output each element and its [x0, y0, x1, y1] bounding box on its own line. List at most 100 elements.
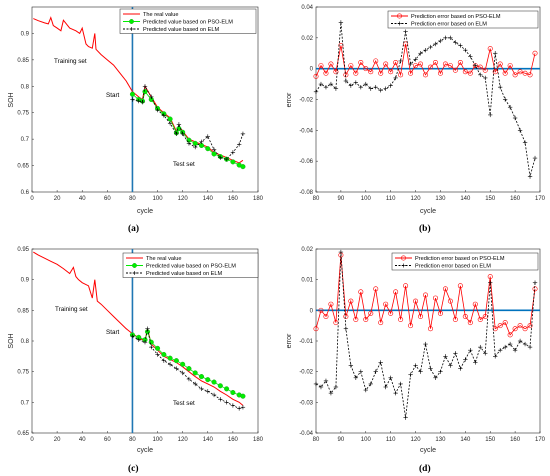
panel-b-series-1-point	[353, 70, 359, 76]
panel-c-series-3-point	[193, 381, 198, 387]
panel-c-series-3-point	[180, 370, 185, 376]
panel-d-series-2-point	[333, 384, 339, 390]
panel-a-xtick-label: 80	[129, 196, 136, 202]
panel-c-series-2-point	[224, 386, 230, 392]
panel-c-series-2-point	[217, 383, 223, 389]
panel-d-series-2-point	[502, 344, 508, 350]
panel-b-series-2-point	[333, 86, 339, 91]
panel-a-series-2-point	[205, 146, 211, 152]
panel-b-series-1-point	[482, 67, 488, 73]
panel-d-xtick-label: 170	[535, 437, 546, 443]
panel-d-series-2-point	[478, 344, 483, 350]
panel-d-series-1-point	[363, 317, 369, 323]
panel-d-series-1-point	[522, 326, 528, 332]
panel-b-series-1-point	[497, 61, 503, 67]
panel-b-series-1-point	[457, 59, 463, 65]
panel-c-legend-box	[122, 252, 259, 278]
panel-a-xtick-label: 160	[228, 196, 239, 202]
panel-b-series-2-point	[488, 112, 493, 118]
panel-c-series-2-point	[180, 361, 186, 367]
panel-d-series-2-point	[438, 369, 443, 374]
panel-b-series-1-point	[427, 64, 433, 70]
panel-a-ylabel: SOH	[8, 92, 15, 107]
panel-c-series-3-point	[149, 344, 154, 350]
panel-d-series-1-point	[388, 310, 394, 316]
panel-d-series-2-point	[497, 348, 503, 353]
panel-c-ylabel: SOH	[8, 333, 15, 348]
panel-b-series-1-point	[368, 69, 374, 75]
panel-a-legend-box	[119, 8, 257, 34]
panel-d-series-2-point	[527, 344, 533, 350]
panel-a-series-3-point	[167, 121, 173, 126]
panel-b-series-2-point	[532, 155, 538, 161]
panel-d-series-1-point	[353, 317, 359, 323]
panel-a-legend-label: Predicted value based on ELM	[143, 27, 220, 33]
panel-b-legend-label: Prediction error based on ELM	[411, 22, 487, 28]
panel-d-series-1-point	[437, 310, 443, 316]
panel-a-xlabel: cycle	[137, 208, 153, 215]
panel-d-series-1-point	[512, 326, 518, 332]
panel-b-series-2-point	[363, 81, 368, 87]
panel-a-series-3-point	[230, 150, 236, 155]
panel-b-ytick-label: -0.06	[299, 159, 313, 165]
panel-d-series-2-point	[378, 360, 383, 365]
panel-c-xlabel: cycle	[137, 447, 153, 454]
panel-b-xlabel: cycle	[420, 208, 436, 215]
panel-b-series-1-point	[363, 66, 369, 72]
panel-d-series-1-point	[378, 320, 384, 326]
panel-c-series-3-point	[130, 333, 135, 339]
panel-d-series-2-point	[493, 354, 498, 359]
panel-d-ytick-label: -0.02	[299, 370, 313, 376]
panel-b-xtick-label: 110	[386, 196, 396, 202]
panel-b-ytick-label: -0.04	[299, 128, 313, 134]
panel-c-series-3-point	[186, 376, 192, 382]
panel-a-legend-label: Predicted value based on PSO-ELM	[143, 20, 233, 26]
panel-c-series-2-point	[167, 355, 173, 361]
panel-b-series-2-point	[478, 72, 483, 78]
panel-c-xtick-label: 0	[30, 437, 34, 443]
panel-b-series-2-point	[507, 105, 513, 110]
panel-d-series-2-point	[388, 375, 393, 380]
panel-c-series-2-point	[230, 389, 236, 396]
panel-d-series-2-point	[313, 381, 319, 387]
panel-d-series-2-point	[522, 341, 528, 347]
panel-d-series-2-point	[348, 363, 354, 368]
panel-b: 80 90 100 110 120 130 140 150 160 170 -0.08 -0.06 -0…	[286, 5, 546, 234]
panel-a-series-3-point	[240, 131, 246, 137]
panel-c-series-3-point	[145, 326, 150, 331]
panel-a-ytick-label: 0.7	[21, 137, 30, 143]
panel-d-series-1-point	[383, 301, 389, 307]
panel-b-series-1-point	[437, 70, 443, 76]
panel-b-series-2-point	[483, 75, 488, 81]
panel-a-series-3-point	[205, 134, 210, 139]
panel-d-series-1-point	[527, 323, 533, 329]
panel-d-ylabel: error	[286, 333, 293, 348]
panel-d-series-2-point	[393, 390, 398, 396]
panel-d-legend-marker	[400, 255, 406, 261]
panel-d-xtick-label: 90	[338, 437, 345, 443]
panel-a-series-2-point	[129, 91, 135, 97]
panel-b-caption: (b)	[419, 223, 431, 234]
panel-a-series-3-point	[186, 141, 192, 146]
panel-d-series-1-point	[472, 301, 478, 307]
panel-a-series-3-line	[132, 85, 244, 160]
panel-b-series-2-point	[323, 84, 329, 90]
panel-c-ytick-label: 0.9	[21, 278, 30, 284]
panel-b-series-1-point	[447, 63, 453, 69]
panel-d-xtick-label: 120	[411, 437, 422, 443]
panel-d-series-2-point	[488, 280, 493, 285]
panel-b-ytick-label: -0.02	[299, 98, 313, 104]
panel-c-series-3-point	[240, 405, 246, 410]
panel-a-series-3-point	[236, 142, 242, 147]
panel-a: 0 20 40 60 80 100 120 140 160 180 0.6 0.65 0.7 0.75 0.…	[8, 6, 264, 234]
panel-a-xtick-label: 120	[178, 196, 189, 202]
panel-d-series-2-point	[363, 387, 368, 393]
panel-d-series-1-point	[403, 283, 409, 289]
panel-d-series-2-point	[433, 375, 438, 380]
panel-b-ytick-label: 0	[310, 67, 314, 73]
panel-c-series-2-point	[192, 370, 198, 376]
panel-b-series-2-point	[428, 44, 433, 50]
panel-c-ytick-label: 0.85	[17, 308, 29, 314]
panel-d-series-2-point	[323, 378, 329, 384]
panel-d-series-1-point	[477, 317, 483, 323]
